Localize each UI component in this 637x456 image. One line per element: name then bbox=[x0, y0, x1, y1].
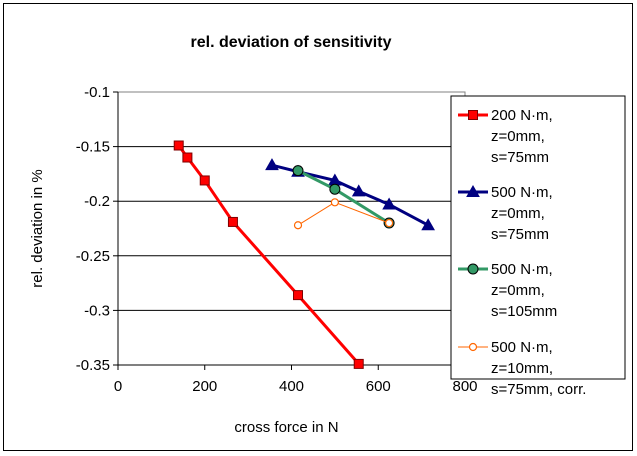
series-3-point bbox=[329, 183, 341, 195]
legend-entry: 500 N·m, z=0mm, s=75mm bbox=[491, 184, 553, 243]
y-axis-label: rel. deviation in % bbox=[29, 169, 46, 287]
series-1-point bbox=[199, 175, 210, 186]
legend-entry-line: 500 N·m, bbox=[491, 184, 553, 201]
x-tick-label: 200 bbox=[192, 378, 217, 395]
legend-entry-line: z=0mm, bbox=[491, 282, 545, 299]
legend-entry-line: 500 N·m, bbox=[491, 261, 553, 278]
legend-swatch-marker bbox=[466, 184, 480, 197]
series-1-point bbox=[173, 140, 184, 151]
legend-entry-line: 200 N·m, bbox=[491, 107, 553, 124]
legend-entry-line: s=75mm bbox=[491, 149, 549, 166]
y-tick-label: -0.25 bbox=[76, 248, 110, 265]
series-4-point bbox=[384, 218, 394, 228]
series-1-point bbox=[353, 358, 364, 369]
series-2-point bbox=[351, 184, 366, 197]
legend-swatch-marker bbox=[468, 342, 478, 352]
x-tick-label: 600 bbox=[366, 378, 391, 395]
legend-entry: 500 N·m, z=0mm, s=105mm bbox=[491, 261, 557, 320]
y-tick-label: -0.15 bbox=[76, 139, 110, 156]
plot-area bbox=[117, 91, 466, 366]
series-2-point bbox=[421, 218, 435, 231]
x-axis-label: cross force in N bbox=[234, 419, 338, 436]
chart-area: -0.1 -0.15 -0.2 -0.25 -0.3 -0.35 0 200 400 600 800… bbox=[3, 3, 633, 451]
y-tick-label: -0.2 bbox=[84, 193, 110, 210]
legend-entry: 200 N·m, z=0mm, s=75mm bbox=[491, 107, 553, 166]
y-tick-label: -0.35 bbox=[76, 357, 110, 374]
x-tick-label: 400 bbox=[279, 378, 304, 395]
series-4-point bbox=[293, 221, 303, 230]
series-3-point bbox=[292, 165, 304, 177]
x-tick-label: 0 bbox=[114, 378, 122, 395]
legend-swatch-marker bbox=[468, 110, 478, 120]
legend-entry-line: s=75mm, corr. bbox=[491, 381, 586, 398]
legend-entry-line: z=0mm, bbox=[491, 128, 545, 145]
legend-entry-line: z=0mm, bbox=[491, 205, 545, 222]
legend-entry-line: 500 N·m, bbox=[491, 339, 553, 356]
series-2-point bbox=[382, 197, 396, 210]
series-2-point bbox=[265, 158, 279, 171]
legend-entry-line: s=75mm bbox=[491, 226, 549, 243]
legend-swatch-marker bbox=[467, 263, 479, 275]
series-4-point bbox=[330, 198, 339, 207]
x-tick-label: 800 bbox=[452, 378, 477, 395]
legend-entry: 500 N·m, z=10mm, s=75mm, corr. bbox=[491, 339, 586, 398]
series-1-point bbox=[227, 216, 238, 227]
series-1-point bbox=[182, 152, 193, 163]
series-1-point bbox=[293, 290, 304, 301]
y-tick-label: -0.1 bbox=[84, 84, 110, 101]
legend-entry-line: z=10mm, bbox=[491, 360, 553, 377]
y-tick-label: -0.3 bbox=[84, 302, 110, 319]
chart-svg: -0.1 -0.15 -0.2 -0.25 -0.3 -0.350 200 400 600 800… bbox=[29, 34, 626, 436]
chart-title: rel. deviation of sensitivity bbox=[191, 34, 392, 51]
legend-entry-line: s=105mm bbox=[491, 303, 557, 320]
legend-box bbox=[450, 95, 626, 380]
